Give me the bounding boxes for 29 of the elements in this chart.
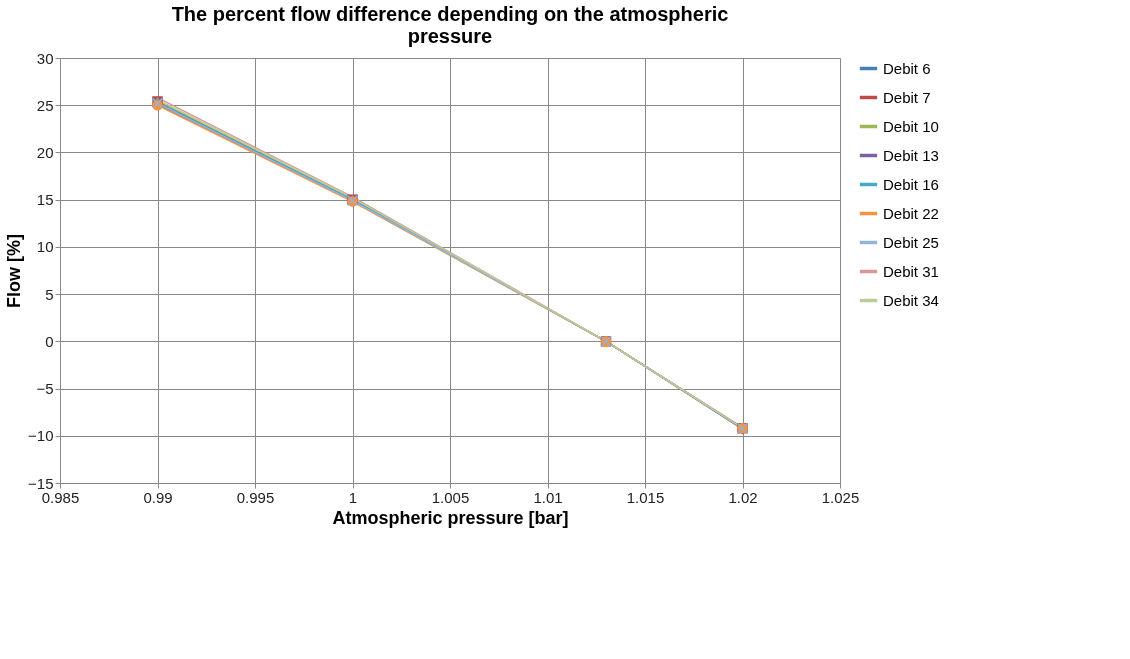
- legend-label: Debit 6: [883, 59, 931, 77]
- x-tick-label: 1.025: [821, 488, 860, 506]
- x-axis-title: Atmospheric pressure [bar]: [332, 507, 569, 528]
- legend-label: Debit 7: [883, 88, 931, 106]
- x-tick-label: 1.02: [728, 488, 758, 506]
- x-tick-label: 0.99: [143, 488, 173, 506]
- y-axis-title: Flow [%]: [4, 234, 25, 308]
- legend-label: Debit 25: [883, 233, 939, 251]
- y-tick-label: 30: [36, 49, 54, 67]
- legend-label: Debit 13: [883, 146, 939, 164]
- y-tick-label: 0: [45, 332, 54, 350]
- y-tick-label: 5: [45, 285, 54, 303]
- legend-label: Debit 22: [883, 204, 939, 222]
- legend-label: Debit 16: [883, 175, 939, 193]
- legend-label: Debit 31: [883, 262, 939, 280]
- y-tick-label: −10: [28, 427, 54, 445]
- legend-label: Debit 10: [883, 117, 939, 135]
- y-tick-label: 20: [36, 143, 54, 161]
- x-tick-label: 1.01: [533, 488, 563, 506]
- x-tick-label: 1.015: [626, 488, 665, 506]
- y-tick-label: −5: [36, 380, 54, 398]
- y-tick-label: 10: [36, 238, 54, 256]
- chart-title: The percent flow difference depending on the atmospheric pressure: [171, 3, 729, 47]
- y-tick-label: 15: [36, 191, 54, 209]
- x-tick-label: 0.995: [236, 488, 275, 506]
- x-tick-label: 1.005: [431, 488, 470, 506]
- x-tick-label: 1: [348, 488, 358, 506]
- legend-label: Debit 34: [883, 291, 939, 309]
- y-tick-label: 25: [36, 96, 54, 114]
